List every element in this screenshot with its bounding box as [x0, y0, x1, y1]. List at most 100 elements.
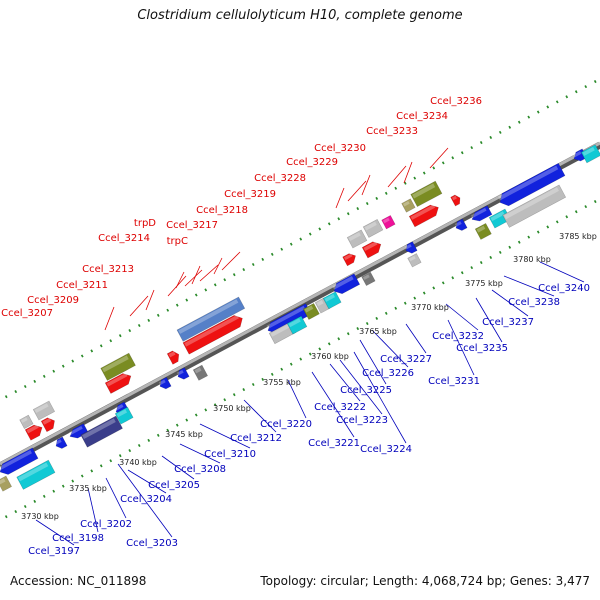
upper-gene-3 [32, 400, 56, 421]
upper-tick-track [403, 181, 407, 185]
lower-tick-track [432, 286, 436, 290]
lower-gene-7 [114, 406, 134, 425]
upper-tick-track [565, 95, 569, 99]
label-Ccel_3235: Ccel_3235 [456, 343, 508, 354]
upper-tick-track [593, 79, 597, 84]
label-Ccel_3224: Ccel_3224 [360, 444, 412, 455]
label-Ccel_3221-leader [311, 371, 355, 438]
lower-gene-0 [0, 475, 12, 492]
upper-tick-track [489, 135, 493, 139]
label-Ccel_3211-leader [145, 289, 155, 311]
label-Ccel_3218: Ccel_3218 [196, 205, 248, 216]
lower-tick-track [128, 449, 132, 453]
lower-gene-13 [286, 315, 308, 335]
lower-gene-3 [54, 436, 68, 449]
label-Ccel_3207-leader [104, 306, 115, 331]
label-Ccel_3203-leader [117, 463, 173, 538]
accession-text: Accession: NC_011898 [10, 574, 147, 588]
lower-tick-track [251, 382, 255, 387]
upper-tick-track [156, 313, 160, 317]
upper-tick-track [479, 140, 483, 145]
label-Ccel_3212: Ccel_3212 [230, 433, 282, 444]
lower-tick-track [204, 408, 208, 412]
label-Ccel_3209-leader [129, 295, 149, 317]
tick-label-6: 3760 kbp [311, 352, 349, 361]
lower-tick-track [356, 327, 360, 331]
label-Ccel_3220-leader [287, 379, 307, 419]
upper-tick-track [356, 207, 360, 211]
tick-label-2: 3740 kbp [119, 458, 157, 467]
tick-label-5: 3755 kbp [263, 378, 301, 387]
upper-tick-track [147, 318, 151, 322]
label-Ccel_3220: Ccel_3220 [260, 419, 312, 430]
upper-tick-track [536, 110, 540, 114]
upper-gene-7 [182, 314, 243, 355]
lower-tick-track [289, 362, 293, 366]
label-Ccel_3227-leader [405, 323, 427, 354]
label-Ccel_3223-leader [339, 359, 383, 415]
lower-gene-23 [498, 162, 566, 207]
tick-label-11: 3785 kbp [559, 232, 597, 241]
upper-tick-track [23, 384, 27, 389]
upper-tick-track [270, 252, 274, 256]
lower-tick-track [147, 438, 151, 442]
upper-tick-track [451, 156, 455, 160]
upper-tick-track [413, 176, 417, 180]
upper-tick-track [14, 390, 18, 394]
label-Ccel_3217-leader [199, 264, 219, 282]
upper-gene-0 [24, 424, 43, 441]
label-Ccel_3202: Ccel_3202 [80, 519, 132, 530]
upper-tick-track [546, 105, 550, 109]
map-title: Clostridium cellulolyticum H10, complete… [137, 8, 463, 23]
label-Ccel_3230: Ccel_3230 [314, 143, 366, 154]
label-Ccel_3232: Ccel_3232 [432, 331, 484, 342]
label-Ccel_3231-leader [447, 319, 475, 376]
lower-tick-track [308, 352, 312, 356]
upper-tick-track [42, 374, 46, 378]
lower-gene-5 [80, 415, 123, 448]
lower-tick-track [403, 301, 407, 305]
label-Ccel_3233: Ccel_3233 [366, 126, 418, 137]
label-Ccel_3208-leader [179, 443, 221, 464]
upper-tick-track [99, 344, 103, 348]
upper-tick-track [204, 288, 208, 292]
lower-tick-track [33, 499, 37, 503]
label-Ccel_3213: Ccel_3213 [82, 264, 134, 275]
upper-tick-track [422, 171, 426, 175]
label-Ccel_3214: Ccel_3214 [98, 233, 150, 244]
label-Ccel_3207: Ccel_3207 [1, 308, 53, 319]
upper-tick-track [574, 90, 578, 94]
label-Ccel_3228: Ccel_3228 [254, 173, 306, 184]
label-trpC-leader [191, 265, 201, 285]
upper-gene-5 [100, 352, 136, 381]
upper-gene-16 [410, 180, 443, 208]
lower-tick-track [261, 377, 265, 381]
upper-tick-track [498, 130, 502, 134]
label-trpD-leader [184, 269, 203, 287]
lower-tick-track [52, 489, 56, 493]
upper-tick-track [299, 237, 303, 241]
lower-tick-track [327, 342, 331, 346]
lower-gene-17 [332, 273, 361, 295]
upper-tick-track [242, 268, 246, 272]
label-Ccel_3197-leader [35, 519, 75, 546]
upper-tick-track [460, 151, 464, 155]
lower-tick-track [546, 225, 550, 229]
upper-gene-11 [346, 229, 368, 249]
upper-tick-track [384, 191, 388, 195]
upper-gene-9 [342, 253, 356, 267]
tick-label-8: 3770 kbp [411, 303, 449, 312]
upper-tick-track [555, 100, 559, 104]
lower-gene-16 [322, 291, 342, 310]
tick-label-7: 3765 kbp [359, 327, 397, 336]
label-Ccel_3237-leader [491, 289, 529, 317]
upper-tick-track [166, 308, 170, 312]
label-Ccel_3217: Ccel_3217 [166, 220, 218, 231]
upper-tick-track [470, 146, 474, 150]
upper-tick-track [261, 257, 265, 261]
label-Ccel_3197: Ccel_3197 [28, 546, 80, 557]
label-Ccel_3203: Ccel_3203 [126, 538, 178, 549]
lower-tick-track [422, 291, 426, 295]
genome-backbone [0, 79, 600, 519]
